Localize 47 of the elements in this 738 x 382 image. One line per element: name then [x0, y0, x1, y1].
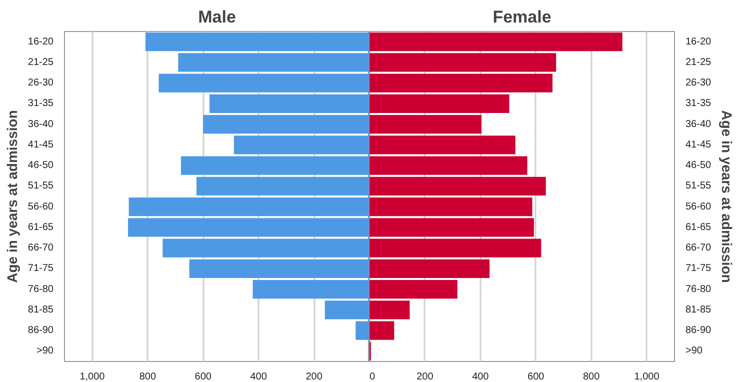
x-tick-label: 400 — [472, 372, 490, 382]
y-tick-label: 41-45 — [686, 139, 712, 150]
y-tick-label: 51-55 — [28, 180, 54, 192]
x-tick-label: 1,000 — [634, 372, 660, 382]
y-tick-label: 51-55 — [686, 180, 712, 192]
y-tick-label: 21-25 — [686, 56, 712, 68]
y-tick-label: 56-60 — [28, 201, 54, 212]
y-tick-label: 21-25 — [28, 56, 54, 68]
y-tick-label: 76-80 — [686, 284, 712, 295]
y-tick-label: >90 — [36, 346, 54, 357]
chart-title: Male — [198, 8, 236, 26]
y-tick-label: 86-90 — [28, 325, 54, 336]
y-tick-label: 81-85 — [686, 304, 712, 316]
y-tick-label: 46-50 — [686, 160, 712, 172]
y-tick-label: 31-35 — [686, 98, 712, 110]
y-tick-label: 56-60 — [686, 201, 712, 212]
y-tick-label: 81-85 — [28, 304, 54, 316]
y-tick-label: 86-90 — [686, 325, 712, 336]
y-tick-label: 71-75 — [686, 263, 712, 274]
y-tick-label: 61-65 — [686, 222, 712, 233]
y-tick-label: 71-75 — [28, 263, 54, 274]
x-tick-label: 800 — [139, 372, 156, 382]
y-tick-label: 41-45 — [28, 139, 54, 150]
y-tick-label: 36-40 — [686, 118, 712, 130]
x-tick-label: 0 — [370, 372, 376, 382]
x-tick-label: 800 — [582, 372, 600, 382]
y-tick-label: 66-70 — [28, 242, 54, 254]
y-tick-label: >90 — [686, 346, 703, 357]
y-tick-label: 26-30 — [28, 78, 54, 89]
x-tick-label: 200 — [416, 372, 434, 382]
chart-title: Female — [492, 8, 552, 26]
y-tick-label: 61-65 — [28, 222, 54, 233]
x-tick-label: 600 — [194, 372, 212, 382]
y-axis-title: Age in years at admission — [4, 110, 20, 283]
x-tick-label: 200 — [306, 372, 323, 382]
y-tick-label: 66-70 — [686, 242, 712, 254]
y-axis-title: Age in years at admission — [719, 110, 736, 283]
y-tick-label: 26-30 — [686, 78, 712, 89]
y-tick-label: 46-50 — [28, 160, 54, 172]
x-tick-label: 400 — [250, 372, 268, 382]
y-tick-label: 36-40 — [28, 118, 54, 130]
x-tick-label: 600 — [528, 372, 545, 382]
y-tick-label: 76-80 — [28, 284, 54, 295]
x-tick-label: 1,000 — [80, 372, 106, 382]
y-tick-label: 16-20 — [28, 36, 54, 48]
y-tick-label: 16-20 — [686, 36, 712, 48]
y-tick-label: 31-35 — [28, 98, 54, 110]
